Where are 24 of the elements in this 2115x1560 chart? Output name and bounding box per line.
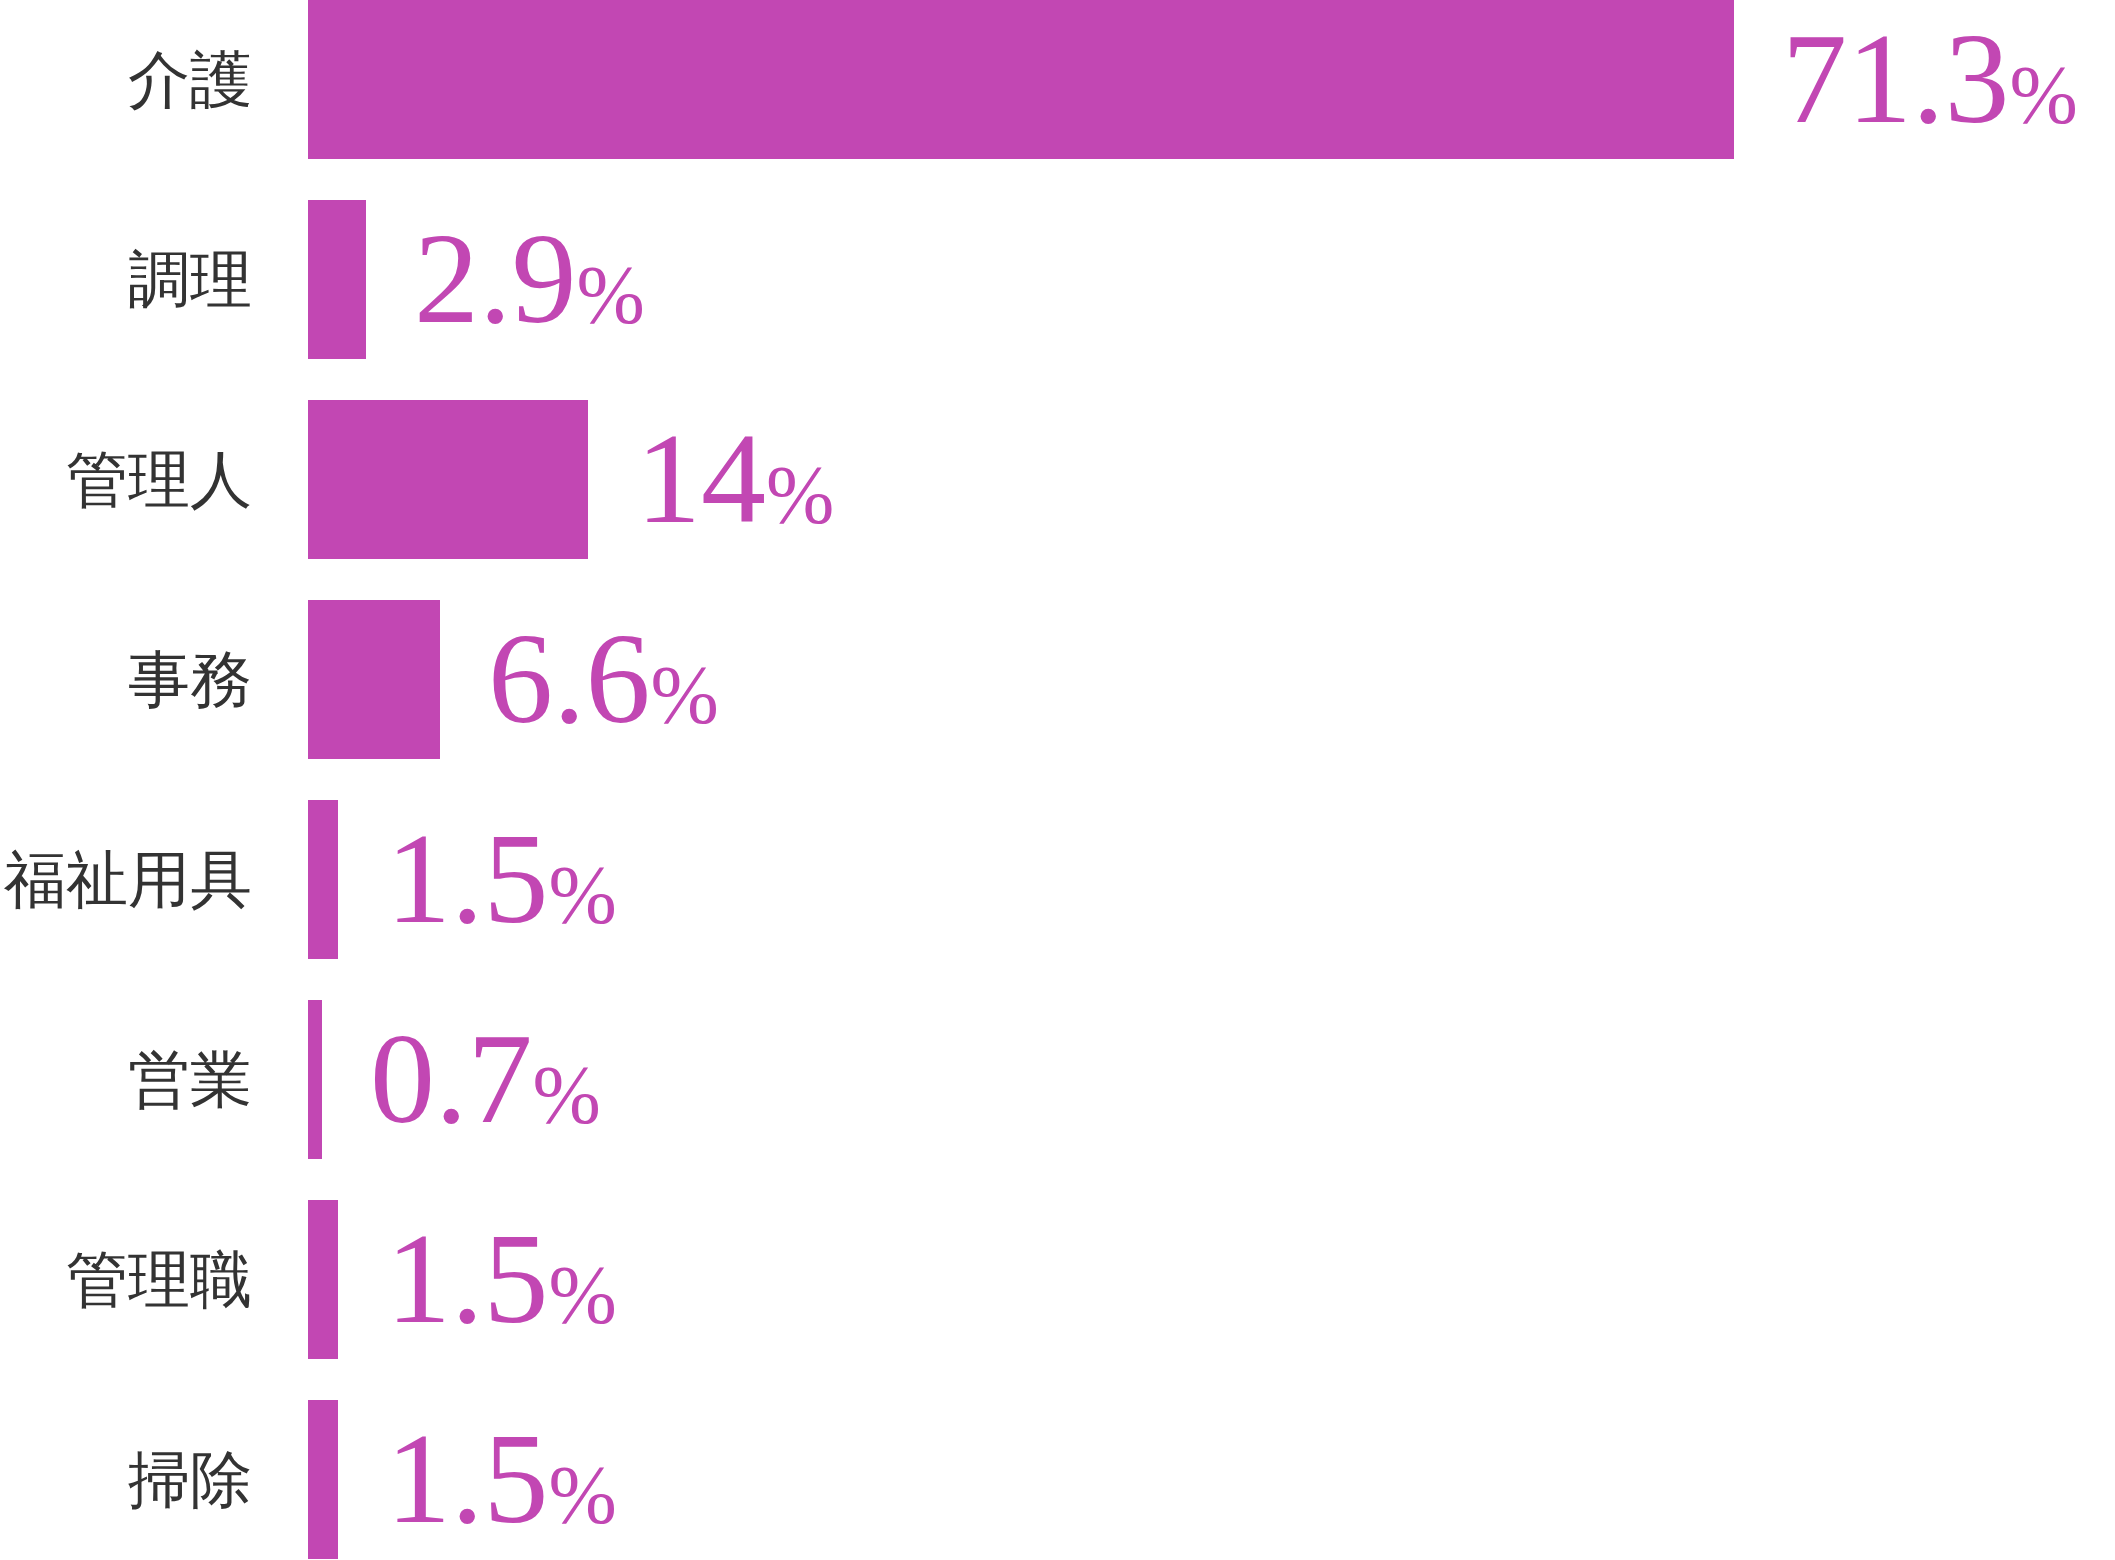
data-label: 14% — [636, 405, 835, 550]
bar — [308, 1400, 338, 1559]
y-tick-label: 調理 — [128, 245, 252, 314]
bar — [308, 0, 1734, 159]
data-label: 1.5% — [386, 1205, 617, 1350]
data-label: 1.5% — [386, 1405, 617, 1550]
bar — [308, 400, 588, 559]
y-tick-label: 管理職 — [66, 1245, 252, 1314]
data-label: 1.5% — [386, 805, 617, 950]
bar — [308, 1000, 322, 1159]
data-label: 0.7% — [370, 1005, 601, 1150]
bar — [308, 600, 440, 759]
y-tick-label: 営業 — [128, 1045, 252, 1114]
bar — [308, 200, 366, 359]
y-tick-label: 福祉用具 — [4, 845, 252, 914]
y-tick-label: 掃除 — [128, 1445, 252, 1514]
y-tick-label: 事務 — [128, 645, 252, 714]
data-label: 71.3% — [1782, 5, 2078, 150]
data-label: 2.9% — [414, 205, 645, 350]
data-label: 6.6% — [488, 605, 719, 750]
bar — [308, 1200, 338, 1359]
bar — [308, 800, 338, 959]
y-tick-label: 管理人 — [66, 445, 252, 514]
y-tick-label: 介護 — [128, 45, 252, 114]
